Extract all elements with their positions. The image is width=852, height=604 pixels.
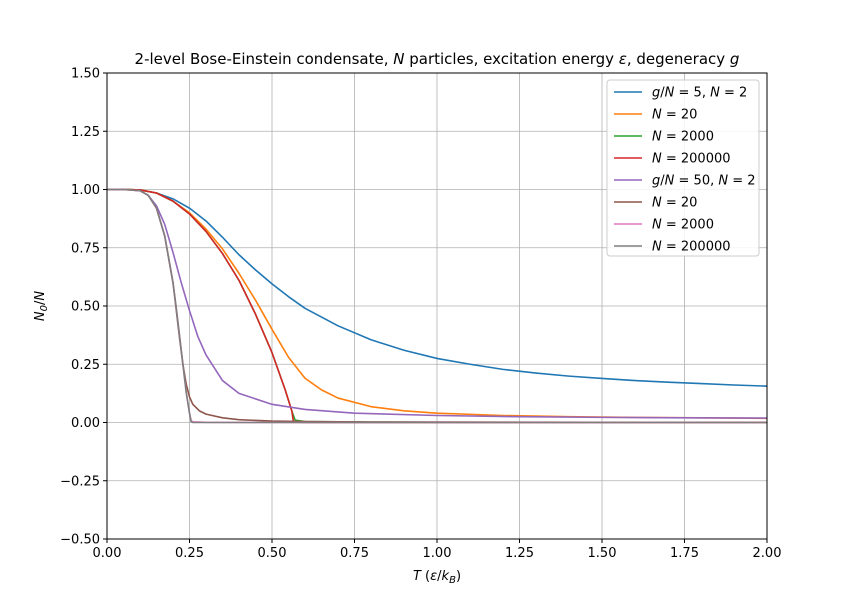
legend-label: g/N = 50, N = 2 xyxy=(652,174,756,189)
legend-label: N = 2000 xyxy=(652,130,714,145)
legend-box xyxy=(606,79,760,257)
y-tick-label: −0.25 xyxy=(60,474,100,489)
y-tick-label: 0.25 xyxy=(71,358,100,373)
y-tick-label: 0.00 xyxy=(71,416,100,431)
legend-label: N = 2000 xyxy=(652,218,714,233)
series-line-8 xyxy=(107,188,767,424)
y-tick-label: −0.50 xyxy=(60,533,100,548)
legend-label: N = 20 xyxy=(652,196,697,211)
legend-label: g/N = 5, N = 2 xyxy=(652,86,747,101)
chart-title: 2-level Bose-Einstein condensate, N part… xyxy=(135,50,740,68)
x-axis-label: T (ε/kB​) xyxy=(413,569,461,586)
x-tick-label: 0.25 xyxy=(175,546,204,561)
axis-ticks: 0.00 0.25 0.50 0.75 1.00 1.25 1.50 1.75 2.00 −0.5… xyxy=(60,67,781,562)
y-tick-label: 1.50 xyxy=(71,67,100,82)
x-tick-label: 1.25 xyxy=(505,546,534,561)
x-tick-label: 0.00 xyxy=(93,546,122,561)
series-line-1 xyxy=(107,188,768,387)
y-axis-label: N0​/N xyxy=(33,291,50,322)
x-tick-label: 0.75 xyxy=(340,546,369,561)
x-tick-label: 1.00 xyxy=(423,546,452,561)
x-tick-label: 2.00 xyxy=(753,546,782,561)
legend-label: N = 200000 xyxy=(652,152,731,167)
legend-label: N = 200000 xyxy=(652,240,731,255)
y-tick-label: 1.00 xyxy=(71,183,100,198)
series-lines xyxy=(107,188,768,424)
x-tick-label: 1.50 xyxy=(588,546,617,561)
y-tick-label: 0.50 xyxy=(71,300,100,315)
y-tick-label: 0.75 xyxy=(71,241,100,256)
y-tick-label: 1.25 xyxy=(71,125,100,140)
x-tick-label: 0.50 xyxy=(258,546,287,561)
x-tick-label: 1.75 xyxy=(670,546,699,561)
legend-label: N = 20 xyxy=(652,108,697,123)
legend: g/N = 5, N = 2 N = 20 N = 2000 N = 200000 g/… xyxy=(606,79,760,257)
